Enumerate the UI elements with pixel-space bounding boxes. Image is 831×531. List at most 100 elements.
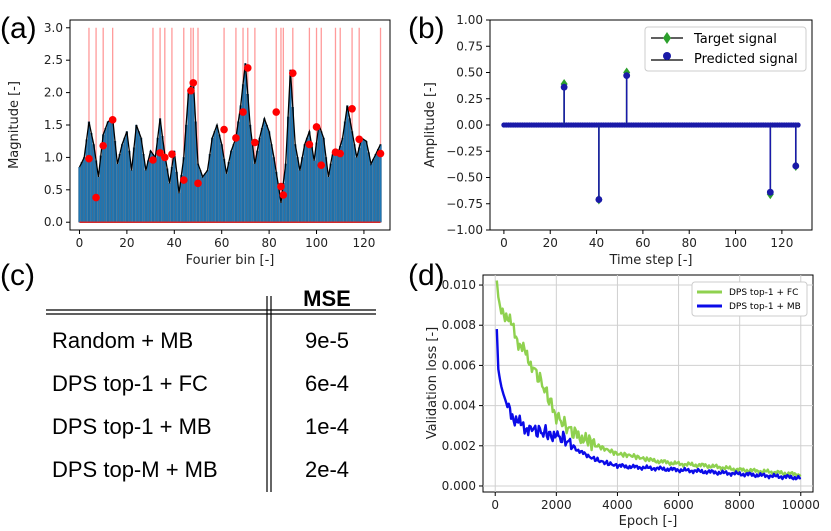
x-tick-label: 60: [635, 236, 650, 250]
magnitude-bar: [94, 160, 98, 223]
selected-bin-marker: [149, 156, 157, 164]
magnitude-bar: [374, 154, 377, 223]
panel-b-legend: Target signal Predicted signal: [644, 26, 807, 72]
y-tick-label: 0.0: [44, 215, 63, 229]
predicted-legend-marker: [663, 52, 671, 60]
y-tick-label: 1.00: [456, 13, 483, 27]
magnitude-bar: [355, 157, 358, 223]
x-tick-label: 20: [119, 236, 134, 250]
magnitude-bar: [201, 176, 204, 223]
y-tick-label: 2.0: [44, 86, 63, 100]
magnitude-bar: [234, 137, 238, 223]
magnitude-bar: [189, 85, 192, 223]
panel-a-ylabel: Magnitude [-]: [7, 81, 22, 169]
magnitude-bar: [256, 150, 259, 223]
x-tick-label: 120: [352, 236, 375, 250]
x-tick-label: 100: [305, 236, 328, 250]
selected-bin-marker: [376, 149, 385, 158]
magnitude-bar: [83, 157, 86, 223]
magnitude-bar: [358, 147, 361, 223]
x-tick-label: 8000: [724, 498, 755, 512]
magnitude-bar: [147, 160, 150, 223]
magnitude-bar: [177, 192, 181, 223]
panel-d-frame: [482, 274, 814, 493]
magnitude-bar: [154, 157, 157, 223]
y-tick-label: 0.5: [44, 183, 63, 197]
magnitude-bar: [206, 170, 209, 223]
magnitude-bar: [232, 144, 235, 223]
fc-legend-label: DPS top-1 + FC: [729, 288, 798, 298]
magnitude-bar: [249, 124, 252, 223]
selected-bin-marker: [108, 116, 117, 124]
panel-b-letter: (b): [408, 12, 445, 45]
magnitude-bar: [298, 170, 302, 223]
magnitude-bar: [372, 158, 375, 223]
magnitude-bar: [365, 141, 368, 223]
magnitude-bar: [272, 157, 275, 223]
predicted-marker: [560, 83, 568, 91]
panel-b-plot: 0 20 40 60 80 100 120 −1.00 −0.75 −0.50 −0.25 0.00 0…: [423, 13, 813, 268]
y-tick-label: 2.5: [44, 53, 63, 67]
magnitude-bar: [336, 154, 339, 223]
selected-bin-marker: [317, 161, 326, 169]
magnitude-bar: [322, 137, 325, 223]
magnitude-bar: [78, 166, 81, 223]
magnitude-bar: [317, 124, 320, 223]
magnitude-bar: [225, 173, 228, 223]
selected-bin-marker: [312, 123, 321, 131]
magnitude-bar: [313, 160, 316, 223]
magnitude-bar: [130, 170, 133, 223]
magnitude-bar: [85, 139, 88, 223]
magnitude-bar: [270, 144, 273, 223]
magnitude-bar: [222, 158, 226, 223]
panel-a-xlabel: Fourier bin [-]: [186, 253, 275, 268]
magnitude-bar: [251, 144, 254, 223]
selected-bin-marker: [305, 140, 314, 149]
magnitude-bar: [125, 131, 128, 223]
selected-bin-marker: [232, 134, 240, 142]
selected-bin-marker: [168, 150, 176, 158]
selected-bin-marker: [99, 141, 107, 150]
table-row-mse: 6e-4: [305, 371, 349, 396]
table-row-method: Random + MB: [52, 328, 193, 353]
magnitude-bar: [220, 144, 223, 223]
x-tick-label: 0: [76, 236, 84, 250]
y-tick-label: −1.00: [446, 223, 483, 237]
magnitude-bar: [199, 170, 202, 223]
x-tick-label: 60: [214, 236, 229, 250]
panel-c-letter: (c): [0, 259, 35, 292]
selected-bin-marker: [85, 154, 93, 163]
magnitude-bar: [196, 163, 200, 223]
selected-bin-marker: [272, 108, 281, 116]
magnitude-bar: [111, 118, 114, 223]
magnitude-bar: [329, 163, 332, 223]
magnitude-bar: [204, 173, 207, 223]
y-tick-label: 0.000: [442, 479, 476, 493]
magnitude-bar: [142, 154, 145, 223]
magnitude-bar: [163, 154, 166, 223]
y-tick-label: −0.25: [446, 144, 483, 158]
table-row-mse: 1e-4: [305, 414, 349, 439]
table-row-method: DPS top-1 + MB: [52, 414, 212, 439]
x-tick-label: 2000: [541, 498, 572, 512]
magnitude-bar: [367, 152, 370, 223]
x-tick-label: 80: [261, 236, 276, 250]
magnitude-bar: [215, 124, 219, 223]
magnitude-bar: [168, 183, 171, 223]
magnitude-bar: [92, 144, 95, 223]
x-tick-label: 40: [589, 236, 604, 250]
x-tick-label: 0: [491, 498, 499, 512]
panel-c-table: MSE Random + MB 9e-5 DPS top-1 + FC 6e-4 DPS…: [46, 286, 376, 492]
y-tick-label: 0.004: [442, 399, 476, 413]
magnitude-bar: [334, 152, 337, 223]
panel-d-letter: (d): [408, 259, 445, 292]
magnitude-bar: [87, 121, 91, 223]
magnitude-bar: [208, 154, 211, 223]
magnitude-bar: [310, 145, 313, 223]
table-row-mse: 9e-5: [305, 328, 349, 353]
x-tick-label: 80: [682, 236, 697, 250]
panel-b-xlabel: Time step [-]: [608, 253, 692, 268]
y-tick-label: 1.0: [44, 150, 63, 164]
magnitude-bar: [213, 131, 216, 223]
